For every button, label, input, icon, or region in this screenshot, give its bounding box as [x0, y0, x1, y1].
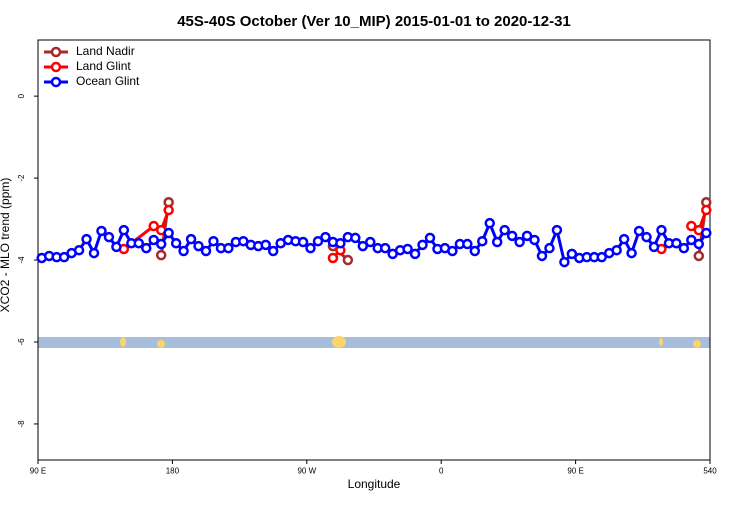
point — [178, 245, 189, 257]
point — [491, 236, 503, 248]
point — [103, 231, 115, 243]
point — [596, 251, 607, 263]
x-tick-label: 0 — [439, 467, 444, 476]
point — [447, 245, 458, 257]
x-tick-label: 90 E — [30, 467, 46, 476]
y-tick-label: -8 — [17, 420, 26, 428]
point — [551, 224, 563, 236]
point — [477, 235, 488, 247]
point — [671, 237, 682, 249]
y-tick-label: -4 — [17, 256, 26, 264]
x-tick-label: 540 — [703, 467, 717, 476]
legend-marker — [50, 46, 62, 58]
y-axis-label: XCO2 - MLO trend (ppm) — [0, 178, 12, 313]
point — [163, 227, 174, 239]
point — [424, 232, 436, 244]
point — [335, 237, 346, 249]
point — [133, 237, 145, 249]
point — [678, 242, 690, 254]
surface-band — [38, 336, 710, 348]
point — [559, 256, 570, 268]
point — [305, 242, 316, 254]
point — [111, 241, 122, 253]
point — [618, 233, 630, 245]
point — [73, 244, 85, 256]
x-tick-label: 180 — [166, 467, 180, 476]
point — [484, 217, 495, 229]
point — [223, 242, 234, 254]
y-tick-label: -6 — [17, 338, 26, 346]
point — [193, 240, 204, 252]
point — [148, 234, 159, 246]
point — [544, 242, 555, 254]
point — [350, 232, 361, 244]
point — [312, 235, 324, 247]
point — [686, 234, 697, 246]
point — [357, 240, 369, 252]
legend-label: Land Glint — [76, 59, 131, 73]
x-axis-label: Longitude — [348, 477, 401, 491]
point — [514, 236, 525, 248]
point — [96, 225, 107, 237]
point — [170, 237, 182, 249]
point — [379, 242, 391, 254]
point — [641, 231, 652, 243]
legend-marker — [50, 76, 62, 88]
point — [342, 254, 354, 266]
point — [200, 245, 212, 257]
point — [148, 220, 159, 232]
point — [267, 245, 279, 257]
plot-frame — [37, 39, 711, 461]
point — [701, 227, 712, 239]
point — [521, 230, 533, 242]
point — [462, 238, 473, 250]
legend-label: Land Nadir — [76, 44, 135, 58]
chart-title: 45S-40S October (Ver 10_MIP) 2015-01-01 … — [177, 13, 571, 30]
y-tick-label: 0 — [17, 93, 26, 98]
point — [88, 247, 100, 259]
point — [693, 250, 705, 262]
point — [633, 225, 645, 237]
point — [327, 252, 339, 264]
point — [155, 249, 167, 261]
point — [365, 236, 376, 248]
point — [118, 224, 130, 236]
point — [656, 224, 667, 236]
legend-label: Ocean Glint — [76, 74, 140, 88]
point — [81, 233, 92, 245]
point — [58, 251, 70, 263]
point — [626, 247, 637, 259]
point — [208, 235, 219, 247]
point — [260, 239, 271, 251]
x-tick-label: 90 W — [297, 467, 316, 476]
point — [409, 248, 421, 260]
point — [163, 204, 174, 216]
point — [297, 236, 309, 248]
point — [185, 233, 197, 245]
point — [417, 239, 428, 251]
point — [701, 204, 712, 216]
point — [141, 242, 152, 254]
y-tick-label: -2 — [17, 174, 26, 182]
point — [693, 238, 705, 250]
x-tick-label: 90 E — [567, 467, 583, 476]
legend-marker — [50, 61, 62, 73]
point — [529, 234, 540, 246]
point — [686, 220, 697, 232]
point — [499, 224, 510, 236]
point — [506, 230, 518, 242]
point — [320, 231, 331, 243]
point — [566, 248, 578, 260]
point — [536, 250, 548, 262]
point — [402, 243, 413, 255]
point — [648, 241, 660, 253]
point — [469, 245, 481, 257]
point — [155, 238, 167, 250]
point — [611, 244, 622, 256]
